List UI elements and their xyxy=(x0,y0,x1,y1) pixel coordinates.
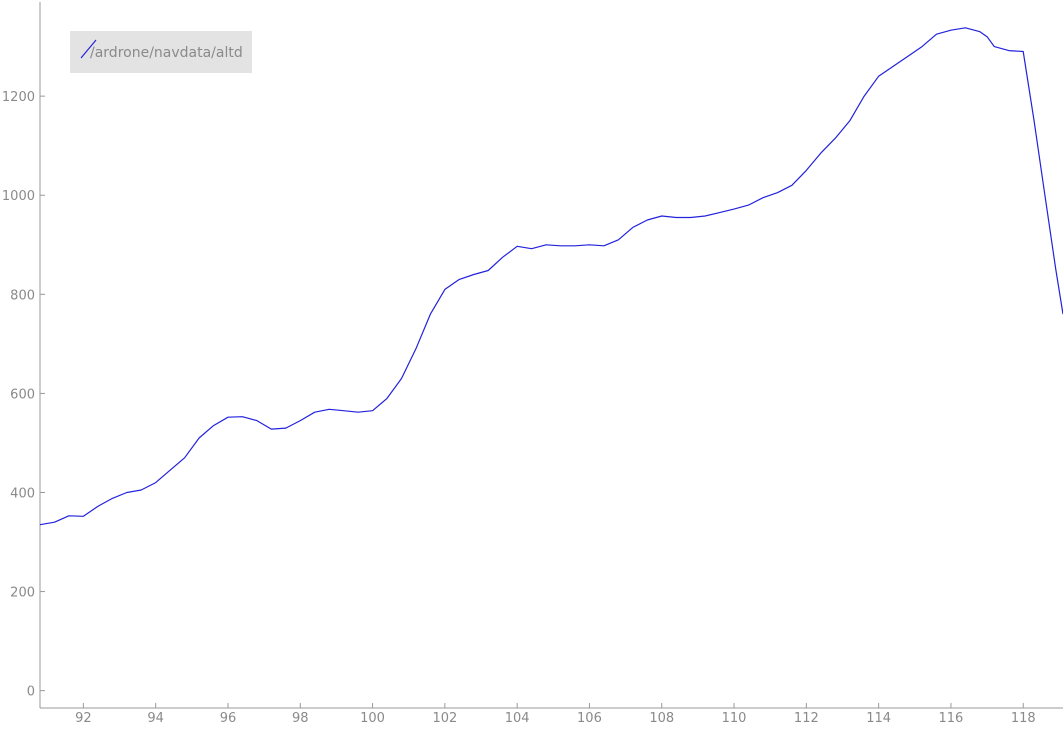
x-tick-label: 96 xyxy=(220,711,237,726)
x-tick-label: 94 xyxy=(147,711,164,726)
x-tick-label: 110 xyxy=(722,711,747,726)
x-tick-label: 98 xyxy=(292,711,309,726)
legend-swatch xyxy=(80,39,97,59)
x-tick-label: 116 xyxy=(939,711,964,726)
y-tick-label: 600 xyxy=(10,387,35,402)
x-tick-label: 114 xyxy=(866,711,891,726)
x-tick-label: 108 xyxy=(649,711,674,726)
legend-box xyxy=(70,31,252,73)
x-tick-label: 118 xyxy=(1011,711,1036,726)
x-tick-label: 102 xyxy=(432,711,457,726)
y-tick-label: 200 xyxy=(10,586,35,601)
y-tick-label: 1200 xyxy=(2,90,35,105)
y-tick-label: 0 xyxy=(27,685,35,700)
y-tick-group: 0 200 400 600 800 1000 1200 xyxy=(2,90,45,700)
x-tick-label: 100 xyxy=(360,711,385,726)
y-tick-label: 400 xyxy=(10,486,35,501)
axes xyxy=(39,2,1063,709)
legend-label: /ardrone/navdata/altd xyxy=(90,45,243,61)
y-tick-label: 1000 xyxy=(2,189,35,204)
x-tick-group: 92 94 96 98 100 102 104 106 108 110 112 114 116 118 xyxy=(75,703,1036,726)
legend: /ardrone/navdata/altd xyxy=(70,31,252,73)
series-line-altd xyxy=(39,27,1063,526)
y-tick-label: 800 xyxy=(10,288,35,303)
x-tick-label: 92 xyxy=(75,711,92,726)
x-tick-label: 112 xyxy=(794,711,819,726)
x-tick-label: 104 xyxy=(505,711,530,726)
x-tick-label: 106 xyxy=(577,711,602,726)
